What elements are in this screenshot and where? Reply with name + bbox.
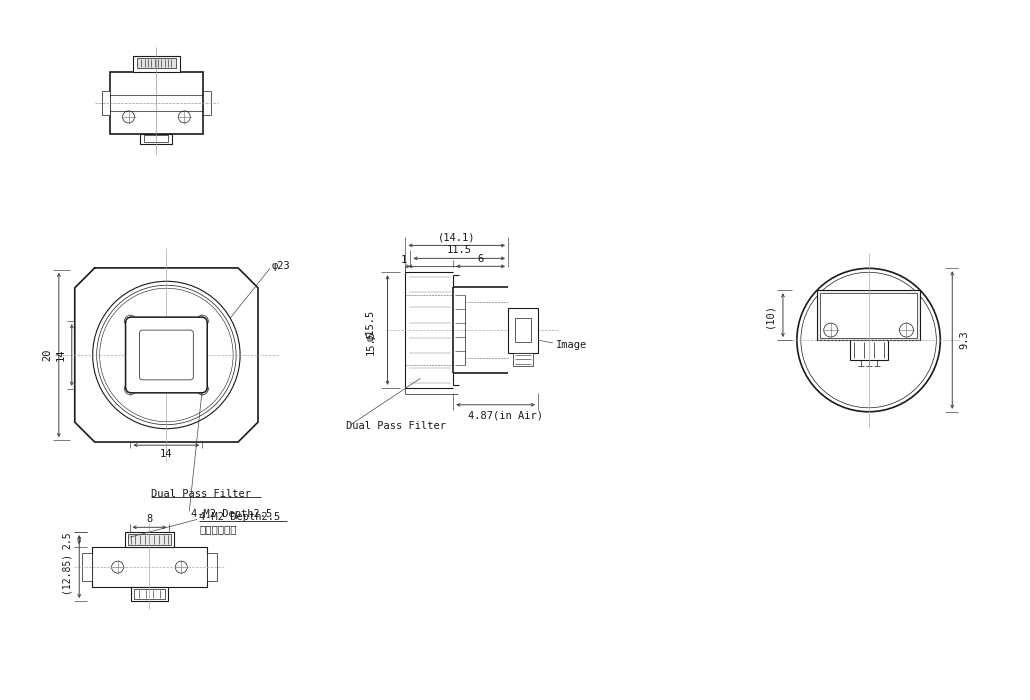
- Text: 20: 20: [42, 349, 52, 361]
- FancyBboxPatch shape: [207, 553, 216, 581]
- Text: Dual Pass Filter: Dual Pass Filter: [346, 421, 446, 430]
- FancyBboxPatch shape: [817, 290, 921, 340]
- FancyBboxPatch shape: [125, 532, 174, 547]
- Text: 対面同一形状: 対面同一形状: [199, 524, 237, 534]
- Text: (10): (10): [764, 303, 774, 328]
- FancyBboxPatch shape: [109, 72, 203, 134]
- Text: (12.85): (12.85): [61, 552, 70, 593]
- FancyBboxPatch shape: [92, 547, 207, 587]
- FancyBboxPatch shape: [203, 91, 211, 115]
- FancyBboxPatch shape: [131, 587, 168, 601]
- FancyBboxPatch shape: [133, 56, 180, 72]
- Text: 6: 6: [478, 254, 484, 265]
- Text: 9.3: 9.3: [959, 330, 969, 349]
- Text: φ23: φ23: [272, 261, 290, 272]
- Text: Dual Pass Filter: Dual Pass Filter: [151, 489, 251, 499]
- FancyBboxPatch shape: [140, 134, 172, 143]
- Text: (14.1): (14.1): [438, 232, 476, 242]
- Text: Image: Image: [556, 340, 587, 350]
- Text: φ15.5: φ15.5: [366, 309, 376, 341]
- FancyBboxPatch shape: [128, 534, 171, 545]
- FancyBboxPatch shape: [820, 293, 918, 338]
- FancyBboxPatch shape: [515, 318, 531, 342]
- FancyBboxPatch shape: [126, 317, 207, 393]
- FancyBboxPatch shape: [144, 135, 168, 142]
- Text: 4-M2 Depth2.5: 4-M2 Depth2.5: [192, 510, 273, 519]
- FancyBboxPatch shape: [850, 340, 888, 360]
- Text: 14: 14: [56, 349, 66, 361]
- Text: 14: 14: [160, 449, 173, 459]
- Text: 4.87(in Air): 4.87(in Air): [468, 411, 543, 421]
- FancyBboxPatch shape: [82, 553, 92, 581]
- Text: 11.5: 11.5: [447, 246, 472, 256]
- Text: 1: 1: [401, 256, 407, 265]
- Text: 2.5: 2.5: [62, 531, 72, 549]
- FancyBboxPatch shape: [139, 330, 194, 380]
- FancyBboxPatch shape: [137, 58, 176, 68]
- FancyBboxPatch shape: [508, 307, 538, 353]
- FancyBboxPatch shape: [513, 353, 534, 366]
- FancyBboxPatch shape: [134, 589, 166, 599]
- Text: 8: 8: [146, 514, 152, 524]
- FancyBboxPatch shape: [102, 91, 109, 115]
- Text: 15.5: 15.5: [366, 330, 376, 354]
- Text: 4-M2 Depth2.5: 4-M2 Depth2.5: [199, 512, 280, 522]
